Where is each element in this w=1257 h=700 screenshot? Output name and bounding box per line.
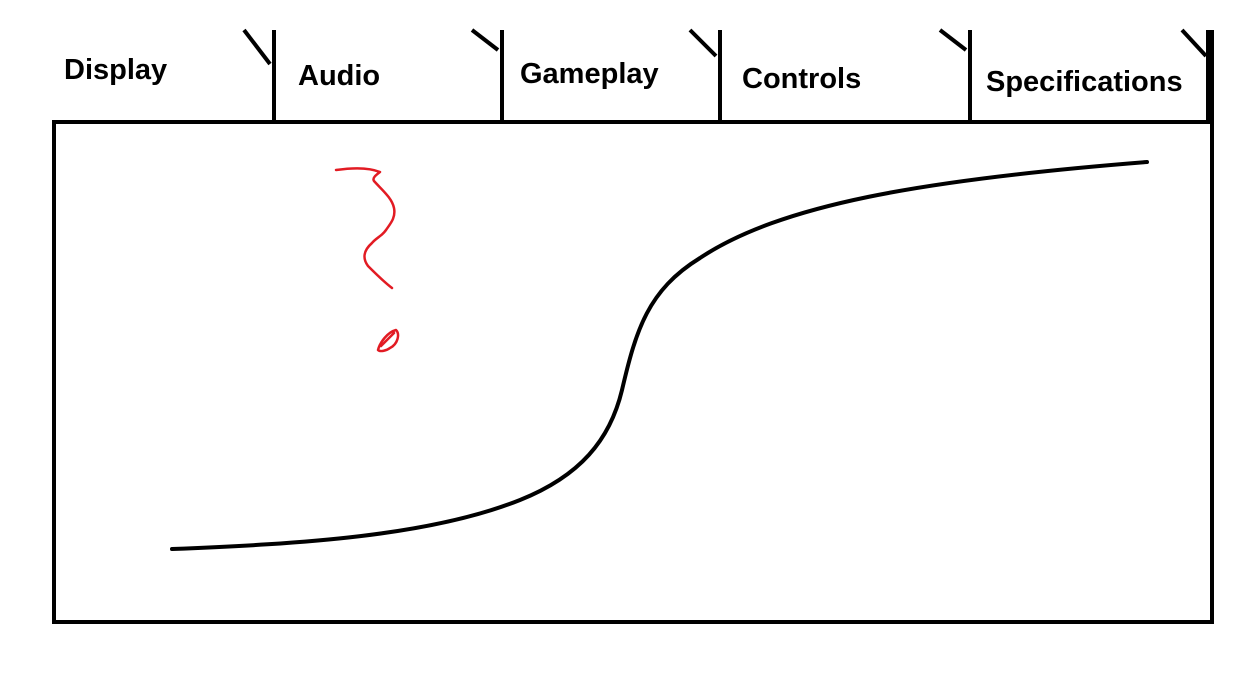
tab-gameplay[interactable]: Gameplay: [504, 28, 722, 124]
tab-audio[interactable]: Audio: [276, 28, 504, 124]
tab-audio-label: Audio: [298, 60, 381, 92]
tab-corner-fold-icon: [1180, 28, 1208, 58]
tab-display[interactable]: Display: [52, 28, 276, 124]
tab-corner-fold-icon: [470, 28, 500, 52]
tab-corner-fold-icon: [688, 28, 718, 58]
tab-gameplay-label: Gameplay: [520, 58, 659, 90]
tab-specifications-label: Specifications: [986, 66, 1183, 98]
tab-corner-fold-icon: [938, 28, 968, 52]
tab-bar: Display Audio Gameplay Controls Specific…: [52, 28, 1210, 124]
tab-corner-fold-icon: [242, 28, 272, 66]
tab-display-label: Display: [64, 54, 168, 86]
tab-controls-label: Controls: [742, 63, 862, 95]
tab-specifications[interactable]: Specifications: [972, 28, 1210, 124]
tab-controls[interactable]: Controls: [722, 28, 972, 124]
